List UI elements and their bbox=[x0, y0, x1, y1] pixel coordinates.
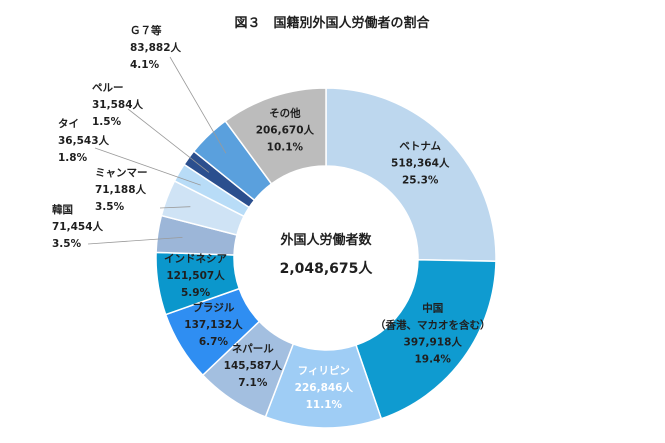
slice-group bbox=[155, 87, 497, 429]
slice-6-label: インドネシア 121,507人 5.9% bbox=[164, 253, 227, 299]
slice-10-label-line: 31,584人 bbox=[92, 98, 144, 111]
slice-10-label: ペルー 31,584人 1.5% bbox=[92, 82, 144, 128]
slice-6-label-line: 121,507人 bbox=[166, 269, 225, 282]
slice-8-label: ミャンマー 71,188人 3.5% bbox=[95, 167, 148, 213]
slice-10-label-line: 1.5% bbox=[92, 116, 122, 128]
slice-11-label-line: Ｇ７等 bbox=[130, 24, 162, 37]
slice-11-leader-line bbox=[169, 56, 227, 154]
slice-7-label-line: 韓国 bbox=[52, 203, 73, 216]
slice-9-label-line: タイ bbox=[58, 118, 79, 130]
slice-9-label-line: 1.8% bbox=[58, 152, 88, 164]
slice-5-label-line: ブラジル bbox=[193, 301, 235, 314]
slice-2-label-line: 19.4% bbox=[415, 354, 452, 366]
slice-8-label-line: ミャンマー bbox=[95, 167, 148, 179]
slice-2-label-line: 397,918人 bbox=[404, 336, 463, 349]
slice-9-label-line: 36,543人 bbox=[58, 134, 110, 147]
slice-10-label-line: ペルー bbox=[92, 82, 124, 94]
slice-5-label-line: 6.7% bbox=[199, 336, 229, 348]
slice-8-label-line: 3.5% bbox=[95, 201, 125, 213]
slice-7-label-line: 71,454人 bbox=[52, 220, 104, 233]
slice-4-label: ネパール 145,587人 7.1% bbox=[224, 343, 283, 389]
slice-9-leader-line bbox=[94, 147, 201, 186]
chart-title: 図３ 国籍別外国人労働者の割合 bbox=[234, 15, 430, 31]
slice-7-label-line: 3.5% bbox=[52, 238, 82, 250]
slice-2-label-line: （香港、マカオを含む） bbox=[375, 319, 491, 332]
slice-4-label-line: 7.1% bbox=[238, 377, 268, 389]
slice-1-label: ベトナム 518,364人 25.3% bbox=[391, 141, 450, 187]
slice-5-label-line: 137,132人 bbox=[184, 318, 243, 331]
slice-1-label-line: 518,364人 bbox=[391, 157, 450, 170]
slice-11-label: Ｇ７等 83,882人 4.1% bbox=[130, 24, 182, 71]
slice-6-label-line: インドネシア bbox=[164, 253, 227, 265]
center-label: 外国人労働者数 bbox=[279, 232, 372, 248]
leader-line-group bbox=[87, 56, 227, 245]
slice-1-label-line: ベトナム bbox=[399, 141, 441, 153]
slice-10-leader-line bbox=[127, 108, 210, 173]
slice-2-label: 中国 （香港、マカオを含む） 397,918人 19.4% bbox=[375, 302, 491, 366]
slice-12-label-line: 206,670人 bbox=[256, 124, 315, 137]
slice-1-label-line: 25.3% bbox=[402, 175, 439, 187]
slice-11-label-line: 83,882人 bbox=[130, 41, 182, 54]
center-value: 2,048,675人 bbox=[280, 260, 374, 277]
slice-8-label-line: 71,188人 bbox=[95, 183, 147, 196]
slice-2-label-line: 中国 bbox=[422, 302, 443, 315]
slice-11-label-line: 4.1% bbox=[130, 59, 160, 71]
slice-9-label: タイ 36,543人 1.8% bbox=[58, 118, 110, 164]
slice-3-label-line: 11.1% bbox=[306, 399, 343, 411]
slice-4-label-line: 145,587人 bbox=[224, 359, 283, 372]
slice-6-label-line: 5.9% bbox=[181, 287, 211, 299]
slice-7-label: 韓国 71,454人 3.5% bbox=[52, 203, 104, 250]
slice-3-label-line: フィリピン bbox=[298, 365, 350, 377]
slice-12-wedge bbox=[224, 87, 327, 185]
slice-12-label-line: 10.1% bbox=[267, 142, 304, 154]
slice-5-label: ブラジル 137,132人 6.7% bbox=[184, 301, 243, 348]
slice-label-group: ベトナム 518,364人 25.3% 中国 （香港、マカオを含む） 397,918人 19… bbox=[52, 24, 490, 411]
slice-8-leader-line bbox=[159, 206, 191, 209]
slice-4-label-line: ネパール bbox=[232, 343, 274, 355]
slice-3-label-line: 226,846人 bbox=[295, 381, 354, 394]
slice-12-label: その他 206,670人 10.1% bbox=[256, 107, 315, 154]
slice-3-label: フィリピン 226,846人 11.1% bbox=[295, 365, 354, 411]
slice-12-label-line: その他 bbox=[269, 107, 301, 120]
slice-2-wedge bbox=[354, 258, 497, 420]
slice-1-wedge bbox=[325, 87, 497, 262]
slice-7-leader-line bbox=[87, 236, 183, 245]
